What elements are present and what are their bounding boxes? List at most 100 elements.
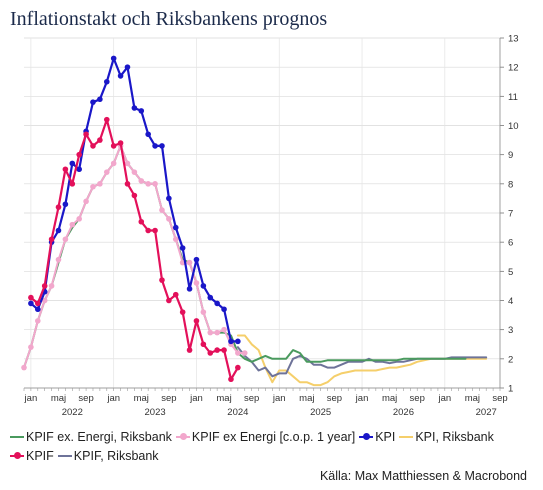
data-point-kpif: [159, 277, 165, 283]
y-tick-label: 8: [508, 179, 513, 190]
y-tick-label: 6: [508, 238, 513, 249]
legend-item-kpif: KPIF: [10, 449, 54, 463]
data-point-kpif-ex-energi-c-o-p-1-year: [138, 178, 145, 184]
data-point-kpi: [172, 224, 179, 231]
data-point-kpif-ex-energi-c-o-p-1-year: [200, 309, 207, 315]
data-point-kpif: [166, 297, 172, 304]
x-tick-label: jan: [24, 393, 38, 404]
legend-label: KPIF ex. Energi, Riksbank: [26, 430, 172, 444]
legend-label: KPIF ex Energi [c.o.p. 1 year]: [191, 430, 356, 444]
data-point-kpi: [97, 96, 103, 103]
data-point-kpif-ex-energi-c-o-p-1-year: [166, 216, 172, 222]
data-point-kpi: [200, 283, 207, 289]
data-point-kpif-ex-energi-c-o-p-1-year: [110, 160, 117, 167]
legend-row-2: KPIF KPIF, Riksbank: [10, 449, 535, 463]
legend-swatch-kpi-riksbank: [399, 432, 414, 442]
data-point-kpif-ex-energi-c-o-p-1-year: [83, 198, 89, 205]
y-tick-label: 4: [508, 296, 513, 307]
data-point-kpif-ex-energi-c-o-p-1-year: [28, 344, 34, 350]
x-tick-label: maj: [299, 393, 314, 404]
data-point-kpi: [235, 338, 241, 345]
data-point-kpif: [124, 181, 131, 187]
legend-item-kpi-riksbank: KPI, Riksbank: [399, 430, 494, 444]
data-point-kpi: [110, 55, 117, 62]
data-point-kpif-ex-energi-c-o-p-1-year: [214, 329, 220, 336]
data-point-kpif-ex-energi-c-o-p-1-year: [221, 326, 227, 333]
data-point-kpi: [145, 131, 151, 138]
data-point-kpif: [145, 227, 151, 234]
x-tick-label: sep: [244, 393, 259, 404]
data-point-kpi: [69, 160, 76, 167]
data-point-kpi: [159, 143, 165, 149]
x-tick-label: maj: [51, 393, 66, 404]
y-tick-label: 12: [508, 63, 519, 74]
series-line-kpif-ex-energi-riksbank: [23, 144, 467, 369]
data-point-kpi: [34, 306, 41, 313]
data-point-kpif-ex-energi-c-o-p-1-year: [34, 318, 41, 324]
data-point-kpif-ex-energi-c-o-p-1-year: [145, 181, 151, 187]
data-point-kpif: [207, 350, 214, 356]
data-point-kpif: [48, 236, 55, 243]
data-point-kpi: [76, 166, 82, 173]
data-point-kpif: [138, 218, 145, 225]
data-point-kpi: [55, 227, 62, 234]
x-tick-label: sep: [327, 393, 342, 404]
data-point-kpi: [90, 99, 96, 105]
legend-swatch-kpif-ex-energi-riksbank: [10, 432, 24, 442]
x-year-label: 2026: [393, 407, 414, 418]
data-point-kpif: [28, 294, 34, 301]
y-tick-label: 5: [508, 267, 513, 278]
data-point-kpif-ex-energi-c-o-p-1-year: [103, 169, 110, 175]
x-tick-label: maj: [134, 393, 149, 404]
data-point-kpif: [179, 309, 186, 315]
data-point-kpif-ex-energi-c-o-p-1-year: [159, 207, 165, 213]
data-point-kpif-ex-energi-c-o-p-1-year: [76, 216, 82, 222]
legend-item-kpif-ex-energi-riksbank: KPIF ex. Energi, Riksbank: [10, 430, 172, 444]
legend-item-kpi: KPI: [359, 430, 395, 444]
legend-label: KPI: [375, 430, 396, 444]
data-point-kpif-ex-energi-c-o-p-1-year: [241, 350, 248, 356]
data-point-kpif: [103, 116, 110, 123]
data-point-kpif: [69, 181, 76, 187]
x-tick-label: maj: [216, 393, 231, 404]
data-point-kpif-ex-energi-c-o-p-1-year: [69, 221, 76, 228]
data-point-kpif-ex-energi-c-o-p-1-year: [124, 160, 131, 167]
x-tick-label: jan: [106, 393, 120, 404]
x-tick-label: sep: [492, 393, 507, 404]
data-point-kpif-ex-energi-c-o-p-1-year: [235, 350, 241, 356]
legend-item-kpif-riksbank: KPIF, Riksbank: [57, 449, 159, 463]
y-tick-label: 7: [508, 209, 513, 220]
legend-swatch-kpi: [359, 432, 374, 442]
chart-legend: KPIF ex. Energi, Riksbank KPIF ex Energi…: [10, 430, 535, 468]
data-point-kpif-ex-energi-c-o-p-1-year: [55, 256, 62, 263]
data-point-kpif: [117, 140, 124, 146]
series-layer: [21, 55, 488, 387]
x-tick-label: maj: [465, 393, 480, 404]
data-point-kpif: [228, 376, 234, 383]
x-tick-label: jan: [189, 393, 203, 404]
x-tick-label: maj: [382, 393, 397, 404]
data-point-kpi: [193, 256, 200, 263]
x-year-label: 2025: [310, 407, 331, 418]
data-point-kpif: [214, 347, 220, 353]
data-point-kpif-ex-energi-c-o-p-1-year: [90, 183, 96, 190]
legend-label: KPIF: [26, 449, 54, 463]
data-point-kpif: [186, 347, 193, 353]
data-point-kpif: [83, 131, 89, 138]
series-line-kpi: [29, 57, 239, 343]
x-year-label: 2027: [476, 407, 497, 418]
legend-label: KPIF, Riksbank: [73, 449, 159, 463]
data-point-kpif: [55, 204, 62, 210]
data-point-kpi: [186, 286, 193, 292]
data-point-kpi: [166, 195, 172, 202]
data-point-kpif: [90, 143, 96, 149]
legend-swatch-kpif-ex-energi-cop: [175, 432, 190, 442]
data-point-kpif: [200, 341, 207, 348]
data-point-kpif: [62, 166, 69, 173]
y-tick-label: 2: [508, 354, 513, 365]
x-tick-label: sep: [78, 393, 93, 404]
data-point-kpif: [110, 143, 117, 149]
y-tick-label: 11: [508, 92, 518, 103]
data-point-kpif: [41, 283, 48, 289]
